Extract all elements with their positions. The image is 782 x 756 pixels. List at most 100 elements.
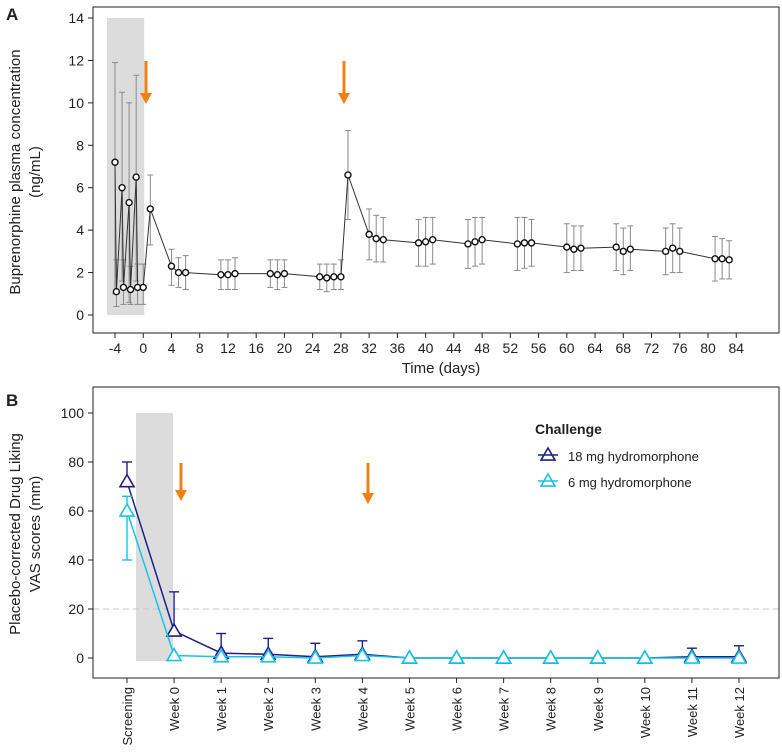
data-point [612,243,620,251]
series-18mg [118,461,748,664]
y-tick-label: 60 [68,503,84,519]
x-tick-label: Screening [120,687,135,746]
x-tick-label: Week 2 [261,687,276,731]
data-point [676,247,684,256]
series-6mg [118,495,748,664]
arrow-week-0-head [175,490,187,501]
y-tick-label: 40 [68,552,84,568]
x-tick-label: Week 5 [402,687,417,731]
arrow-day-0 [140,61,152,104]
data-point [626,245,635,253]
data-point [306,649,324,664]
data-point [513,240,522,248]
panel-a-points [111,158,733,296]
x-tick-label: Week 0 [167,687,182,731]
data-point [118,473,136,488]
x-tick-label: 16 [248,340,264,356]
data-point [316,273,324,281]
data-point [259,648,277,663]
data-point [570,245,578,253]
panel-a-y-axis-label-line-1: Buprenorphine plasma concentration [7,49,24,294]
x-tick-label: 36 [390,340,406,356]
series-line [126,481,739,659]
data-point [273,270,282,279]
x-tick-label: 72 [644,340,660,356]
panel-a-arrows [140,61,350,104]
data-point [112,287,121,296]
legend-marker-18mg [539,446,557,461]
data-point [119,283,128,292]
x-tick-label: 24 [305,340,321,356]
data-point [448,649,465,664]
x-tick-label: 84 [728,340,744,356]
x-tick-label: 20 [277,340,293,356]
data-point [421,238,430,246]
data-point [589,649,607,664]
x-tick-label: -4 [109,340,122,356]
arrow-week-4 [362,463,374,504]
panel-b-y-axis-label-line-2: VAS scores (mm) [27,476,44,592]
data-point [330,273,338,281]
data-point [520,239,529,247]
data-point [174,268,183,277]
data-point [165,646,183,662]
data-point [471,238,479,246]
x-tick-label: Week 1 [214,687,229,731]
panel-b-plot-frame [92,386,780,679]
data-point [711,255,719,263]
x-tick-label: 68 [615,340,631,356]
panel-b-shaded-region [136,413,174,661]
arrow-day-28-head [338,93,350,104]
panel-b: B 0 20 40 60 80 100 Screening Week 0 Week 1 Week … [6,386,780,746]
y-tick-label: 10 [68,95,84,111]
data-point [563,243,571,251]
data-point [718,255,726,263]
x-tick-label: 44 [446,340,462,356]
data-point [132,173,140,181]
x-tick-label: Week 7 [497,687,512,731]
y-tick-label: 20 [68,601,84,617]
x-tick-label: 40 [418,340,434,356]
data-point [118,502,136,517]
data-point [280,269,289,278]
data-point [146,205,154,213]
x-tick-label: 4 [168,340,176,356]
data-point [212,648,230,663]
y-tick-label: 14 [68,10,84,26]
y-tick-label: 80 [68,454,84,470]
data-point [478,235,486,244]
data-point [344,171,352,179]
x-tick-label: 64 [587,340,603,356]
data-point [636,649,654,664]
data-point [231,269,239,278]
data-point [167,262,176,270]
data-point [661,247,670,256]
arrow-day-28 [338,61,350,104]
data-point [111,158,119,166]
data-point [619,247,627,256]
panel-b-legend: Challenge 18 mg hydromorphone 6 mg hydro… [535,421,699,490]
panel-b-y-axis-label-line-1: Placebo-corrected Drug Liking [7,433,24,635]
data-point [669,244,677,252]
y-tick-label: 6 [76,180,84,196]
panel-b-axes: 0 20 40 60 80 100 Screening Week 0 Week 1 Week 2 W… [61,386,780,746]
x-tick-label: Week 11 [685,687,700,737]
panel-a-y-axis-label-line-2: (ng/mL) [27,146,44,198]
x-tick-label: 56 [531,340,547,356]
data-point [428,235,437,244]
x-tick-label: 48 [474,340,490,356]
data-point [414,239,423,247]
data-point [730,649,748,664]
arrow-week-4-head [362,493,374,504]
panel-b-label: B [6,391,18,410]
data-point [118,184,126,192]
data-point [165,622,183,637]
x-tick-label: Week 6 [450,687,465,731]
data-point [126,285,135,294]
x-tick-label: Week 3 [308,687,323,731]
data-point [725,256,733,264]
y-tick-label: 12 [68,52,84,68]
data-point [401,649,418,664]
